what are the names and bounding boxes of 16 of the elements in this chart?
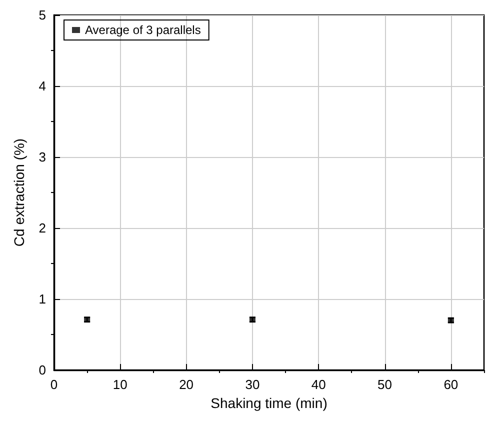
- y-tick-label: 4: [38, 78, 46, 94]
- y-axis-title: Cd extraction (%): [11, 138, 27, 247]
- x-tick-label: 60: [444, 377, 458, 392]
- y-tick-label: 5: [38, 8, 46, 22]
- y-tick-label: 2: [38, 220, 46, 236]
- y-tick-label: 1: [38, 292, 46, 306]
- x-tick-label: 20: [179, 377, 194, 392]
- legend-label: Average of 3 parallels: [85, 23, 201, 37]
- x-tick-label: 10: [112, 377, 128, 392]
- x-tick-label: 50: [378, 377, 392, 392]
- x-tick-label: 30: [245, 377, 260, 392]
- x-axis-title: Shaking time (min): [210, 395, 328, 411]
- y-tick-label: 0: [38, 362, 46, 378]
- x-tick-label: 40: [311, 377, 326, 392]
- x-tick-label: 0: [50, 377, 58, 392]
- y-tick-label: 3: [38, 150, 46, 164]
